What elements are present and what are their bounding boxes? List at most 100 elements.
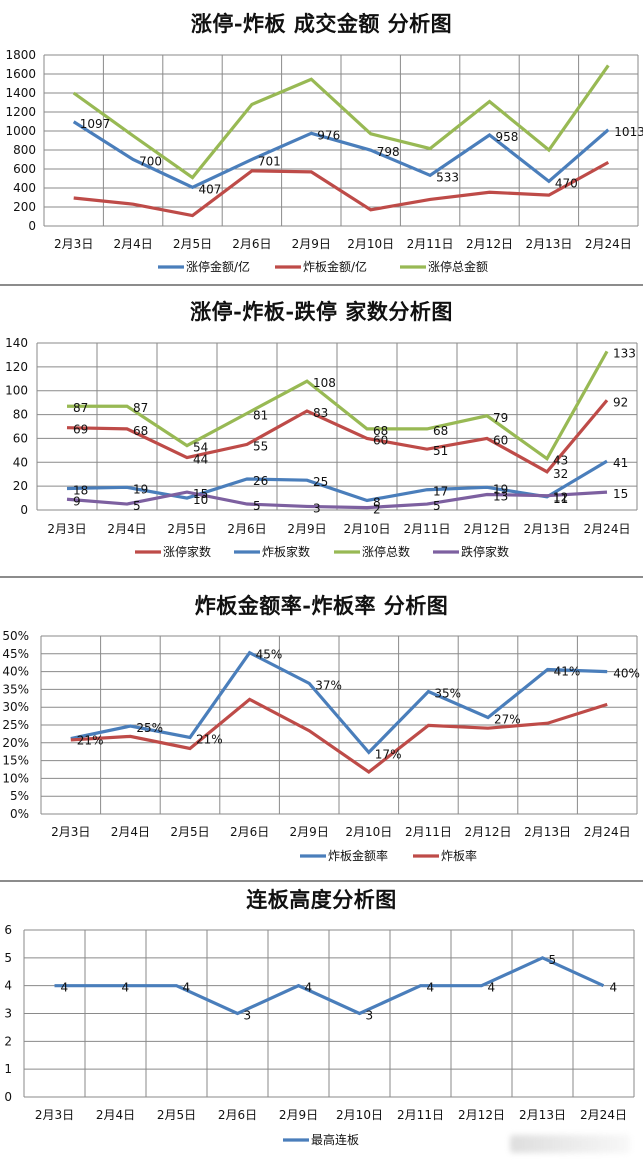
y-tick-label: 15%: [2, 754, 29, 768]
data-label: 3: [313, 501, 321, 515]
chart-title: 炸板金额率-炸板率 分析图: [194, 593, 449, 618]
data-label: 60: [493, 433, 508, 447]
data-label: 51: [433, 444, 448, 458]
y-tick-label: 5%: [10, 789, 29, 803]
data-label: 1097: [80, 117, 111, 131]
x-tick-label: 2月13日: [525, 237, 572, 251]
data-label: 5: [133, 499, 141, 513]
data-label: 35%: [434, 687, 461, 701]
grid: [36, 342, 638, 511]
y-tick-label: 6: [4, 923, 12, 937]
data-label: 4: [122, 981, 130, 995]
y-tick-label: 30%: [2, 700, 29, 714]
legend-label: 炸板家数: [262, 544, 310, 559]
x-tick-label: 2月6日: [218, 1108, 257, 1122]
x-tick-label: 2月11日: [405, 825, 452, 839]
data-label: 27%: [494, 713, 521, 727]
divider: [0, 880, 643, 882]
legend-item: 炸板家数: [234, 544, 310, 559]
data-label: 19: [133, 482, 148, 496]
legend-item: 炸板率: [413, 848, 477, 863]
data-label: 133: [613, 346, 636, 360]
data-label: 13: [493, 489, 508, 503]
data-label: 3: [366, 1009, 374, 1023]
legend-label: 跌停家数: [461, 544, 509, 559]
y-tick-label: 20: [13, 479, 28, 493]
y-tick-label: 1: [4, 1062, 12, 1076]
y-tick-label: 0%: [10, 807, 29, 821]
series-line: [72, 120, 610, 190]
data-label: 55: [253, 439, 268, 453]
data-label: 21%: [77, 734, 104, 748]
line-chart-height: 0 1 2 3 4 5 6 2月3日 2月4日 2月5日 2月6日 2月9日 2月10日 2月11日 2月1…: [4, 923, 635, 1147]
x-tick-label: 2月11日: [397, 1108, 444, 1122]
data-label: 8: [373, 495, 381, 509]
chart-title: 连板高度分析图: [246, 887, 397, 912]
x-tick-label: 2月12日: [466, 237, 513, 251]
x-tick-label: 2月24日: [584, 825, 631, 839]
y-tick-label: 1200: [5, 105, 36, 119]
y-tick-label: 5: [4, 951, 12, 965]
data-label: 19: [493, 482, 508, 496]
watermark: [510, 1135, 630, 1153]
y-tick-label: 20%: [2, 736, 29, 750]
data-label: 92: [613, 395, 628, 409]
data-label: 26: [253, 474, 268, 488]
y-tick-label: 50%: [2, 629, 29, 643]
y-tick-label: 80: [13, 408, 28, 422]
data-label: 5: [549, 953, 557, 967]
data-label: 83: [313, 406, 328, 420]
x-tick-label: 2月5日: [157, 1108, 196, 1122]
grid: [40, 635, 638, 815]
x-tick-label: 2月9日: [287, 522, 326, 536]
legend-item: 跌停家数: [433, 544, 509, 559]
x-tick-label: 2月4日: [113, 237, 152, 251]
x-tick-label: 2月12日: [458, 1108, 505, 1122]
data-label: 68: [373, 424, 388, 438]
data-label: 5: [253, 499, 261, 513]
y-tick-label: 600: [13, 162, 36, 176]
chart-title: 涨停-炸板 成交金额 分析图: [190, 11, 453, 36]
data-label: 32: [553, 467, 568, 481]
y-tick-label: 1400: [5, 86, 36, 100]
data-label: 68: [433, 424, 448, 438]
x-tick-label: 2月3日: [35, 1108, 74, 1122]
x-tick-label: 2月24日: [584, 522, 631, 536]
series-line: [70, 697, 608, 774]
data-label: 44: [193, 453, 208, 467]
y-tick-label: 2: [4, 1034, 12, 1048]
series-line: [73, 160, 610, 218]
y-tick-label: 25%: [2, 718, 29, 732]
x-tick-label: 2月13日: [524, 825, 571, 839]
chart-panel-count: 涨停-炸板-跌停 家数分析图 0 20 40 60 80 100 120 140 2月3日 2月4…: [0, 286, 643, 577]
data-label: 41%: [554, 664, 581, 678]
data-label: 701: [258, 154, 281, 168]
legend-label: 最高连板: [311, 1132, 359, 1147]
y-tick-label: 40: [13, 455, 28, 469]
data-label: 470: [555, 176, 578, 190]
data-label: 3: [244, 1009, 252, 1023]
y-tick-label: 0: [4, 1090, 12, 1104]
y-tick-label: 35%: [2, 682, 29, 696]
data-label: 976: [317, 128, 340, 142]
data-label: 17: [433, 485, 448, 499]
x-tick-label: 2月24日: [580, 1108, 627, 1122]
y-tick-label: 120: [5, 360, 28, 374]
line-chart-amount: 0 200 400 600 800 1000 1200 1400 1600 1800 2月3日 2月4…: [5, 48, 643, 274]
legend-label: 涨停金额/亿: [186, 259, 250, 274]
legend-label: 涨停总金额: [428, 259, 488, 274]
legend-item: 涨停总数: [334, 544, 410, 559]
data-label: 40%: [613, 667, 640, 681]
x-tick-label: 2月12日: [464, 522, 511, 536]
data-label: 68: [133, 424, 148, 438]
data-label: 4: [610, 981, 618, 995]
data-label: 15: [193, 487, 208, 501]
y-tick-label: 0: [20, 503, 28, 517]
data-label: 4: [183, 981, 191, 995]
y-tick-label: 1800: [5, 48, 36, 62]
data-label: 4: [427, 981, 435, 995]
x-tick-label: 2月13日: [524, 522, 571, 536]
data-label: 407: [199, 182, 222, 196]
y-tick-label: 10%: [2, 771, 29, 785]
legend-item: 最高连板: [283, 1132, 359, 1147]
